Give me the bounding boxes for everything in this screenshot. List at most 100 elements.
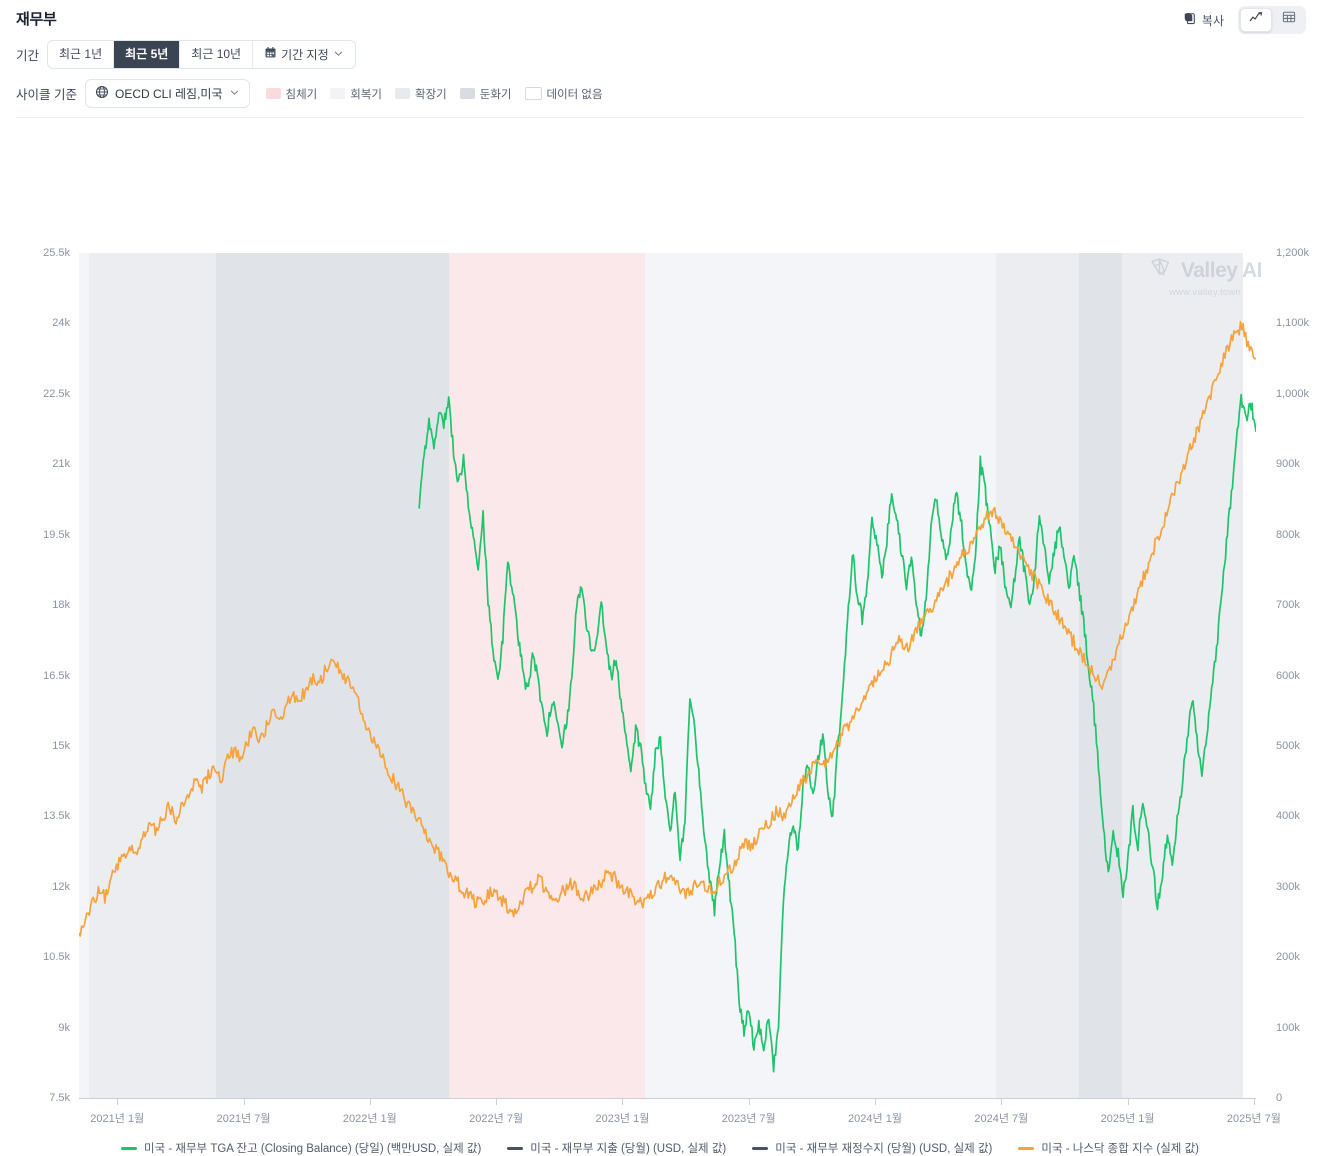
cycle-swatch <box>524 87 542 100</box>
page-title: 재무부 <box>16 11 57 28</box>
cycle-band <box>1242 253 1256 1098</box>
x-axis-line <box>79 1098 1256 1099</box>
line-chart-icon <box>1249 11 1263 30</box>
axis-tick-label: 2022년 1월 <box>342 1113 397 1125</box>
cycle-legend-item-nodata: 데이터 없음 <box>524 86 603 102</box>
header-actions: 복사 <box>1179 6 1306 34</box>
axis-tick-label: 0 <box>1276 1092 1283 1104</box>
axis-tick-label: 18k <box>52 599 70 612</box>
custom-range-button[interactable]: 기간 지정 <box>253 41 355 68</box>
axis-tick-label: 800k <box>1276 528 1300 541</box>
cycle-legend-label: 침체기 <box>285 88 318 101</box>
page-header: 재무부 복사 기간 최근 1년 최근 5년 최 <box>0 0 1320 118</box>
axis-tick-label: 2024년 1월 <box>848 1113 902 1125</box>
axis-tick-label: 2021년 1월 <box>90 1113 145 1125</box>
series-line <box>79 320 1256 937</box>
period-label: 기간 <box>16 49 40 63</box>
axis-tick-label: 2024년 7월 <box>974 1113 1029 1125</box>
header-divider <box>16 117 1304 118</box>
axis-tick-label: 200k <box>1276 951 1300 964</box>
legend-item-label: 미국 - 재무부 지출 (당월) (USD, 실제 값) <box>530 1143 727 1155</box>
cycle-legend-item-expansion: 확장기 <box>395 86 447 102</box>
series-legend: 미국 - 재무부 TGA 잔고 (Closing Balance) (당일) (… <box>0 1140 1320 1156</box>
axis-tick-mark <box>243 1099 245 1105</box>
legend-item[interactable]: 미국 - 나스닥 종합 지수 (실제 값) <box>1018 1140 1199 1156</box>
view-toggle-chart[interactable] <box>1240 8 1272 32</box>
cycle-band <box>996 253 1080 1098</box>
axis-tick-mark <box>496 1099 498 1105</box>
axis-tick-label: 7.5k <box>49 1092 70 1104</box>
axis-tick-label: 300k <box>1276 880 1300 893</box>
chart-area: 25.5k 24k 22.5k 21k 19.5k 18k 16.5k 15k 13.5k 12k… <box>0 118 1320 1155</box>
cycle-legend-label: 회복기 <box>350 88 382 101</box>
axis-tick-mark <box>117 1099 119 1105</box>
axis-tick-label: 16.5k <box>43 669 70 682</box>
cycle-legend-item-recovery: 회복기 <box>330 86 382 102</box>
cycle-select-value: OECD CLI 레짐,미국 <box>114 87 223 101</box>
copy-icon <box>1183 12 1197 29</box>
cycle-filter-row: 사이클 기준 OECD CLI 레짐,미국 침체기 회복기 확장기 <box>16 79 1304 108</box>
cycle-select[interactable]: OECD CLI 레짐,미국 <box>84 79 250 108</box>
axis-tick-label: 25.5k <box>43 247 70 259</box>
axis-tick-label: 2023년 7월 <box>721 1113 776 1125</box>
cycle-legend-item-slowdown: 둔화기 <box>459 86 512 102</box>
calendar-icon <box>264 46 277 63</box>
axis-tick-mark <box>1001 1099 1003 1105</box>
axis-tick-label: 100k <box>1276 1021 1300 1034</box>
axis-tick-label: 22.5k <box>43 387 70 400</box>
cycle-band <box>645 253 996 1098</box>
view-toggle-table[interactable] <box>1274 8 1304 30</box>
axis-tick-mark <box>622 1099 624 1105</box>
period-option-1y[interactable]: 최근 1년 <box>48 41 115 68</box>
axis-tick-label: 2021년 7월 <box>216 1113 271 1125</box>
legend-item-label: 미국 - 재무부 TGA 잔고 (Closing Balance) (당일) (… <box>144 1143 482 1155</box>
cycle-swatch <box>330 88 346 99</box>
axis-tick-label: 1,100k <box>1276 317 1310 330</box>
legend-color-swatch <box>1018 1146 1035 1150</box>
axis-tick-label: 10.5k <box>43 951 70 964</box>
period-button-group: 최근 1년 최근 5년 최근 10년 기간 지정 <box>47 40 356 69</box>
cycle-legend-label: 데이터 없음 <box>546 88 603 101</box>
legend-item-label: 미국 - 재무부 재정수지 (당월) (USD, 실제 값) <box>775 1143 993 1155</box>
table-icon <box>1282 10 1296 29</box>
cycle-band <box>1122 253 1243 1098</box>
custom-range-label: 기간 지정 <box>281 47 329 62</box>
cycle-legend: 침체기 회복기 확장기 둔화기 데이터 없음 <box>265 86 603 102</box>
axis-tick-mark <box>748 1099 750 1105</box>
legend-item[interactable]: 미국 - 재무부 재정수지 (당월) (USD, 실제 값) <box>752 1140 992 1156</box>
axis-tick-label: 9k <box>58 1021 70 1034</box>
axis-tick-label: 15k <box>52 739 70 752</box>
cycle-band <box>79 253 89 1098</box>
axis-tick-label: 900k <box>1276 458 1300 471</box>
view-toggle-group <box>1238 6 1306 34</box>
axis-tick-mark <box>1253 1099 1255 1105</box>
axis-tick-label: 500k <box>1276 739 1300 752</box>
axis-tick-label: 19.5k <box>43 528 70 541</box>
cycle-band <box>89 253 216 1098</box>
chevron-down-icon <box>229 87 240 101</box>
period-option-10y[interactable]: 최근 10년 <box>180 41 254 68</box>
axis-tick-label: 1,000k <box>1276 387 1310 400</box>
axis-tick-label: 12k <box>52 880 70 893</box>
cycle-band <box>1079 253 1123 1098</box>
period-option-5y[interactable]: 최근 5년 <box>114 41 181 68</box>
axis-tick-mark <box>875 1099 876 1105</box>
legend-item[interactable]: 미국 - 재무부 TGA 잔고 (Closing Balance) (당일) (… <box>121 1140 481 1156</box>
axis-tick-label: 21k <box>52 458 70 471</box>
cycle-band <box>215 253 450 1098</box>
series-lines <box>79 320 1256 1073</box>
cycle-legend-label: 확장기 <box>415 88 447 101</box>
legend-color-swatch <box>507 1146 524 1150</box>
cycle-swatch <box>459 88 475 99</box>
axis-tick-label: 1,200k <box>1276 247 1310 259</box>
copy-button[interactable]: 복사 <box>1179 10 1228 31</box>
legend-item[interactable]: 미국 - 재무부 지출 (당월) (USD, 실제 값) <box>507 1140 726 1156</box>
cycle-swatch <box>395 88 410 99</box>
axis-tick-mark <box>1127 1099 1129 1105</box>
chevron-down-icon <box>333 47 344 63</box>
axis-tick-label: 24k <box>52 317 70 330</box>
axis-tick-mark <box>369 1099 371 1105</box>
axis-tick-label: 13.5k <box>43 810 70 823</box>
legend-color-swatch <box>121 1146 138 1150</box>
copy-button-label: 복사 <box>1201 13 1224 28</box>
